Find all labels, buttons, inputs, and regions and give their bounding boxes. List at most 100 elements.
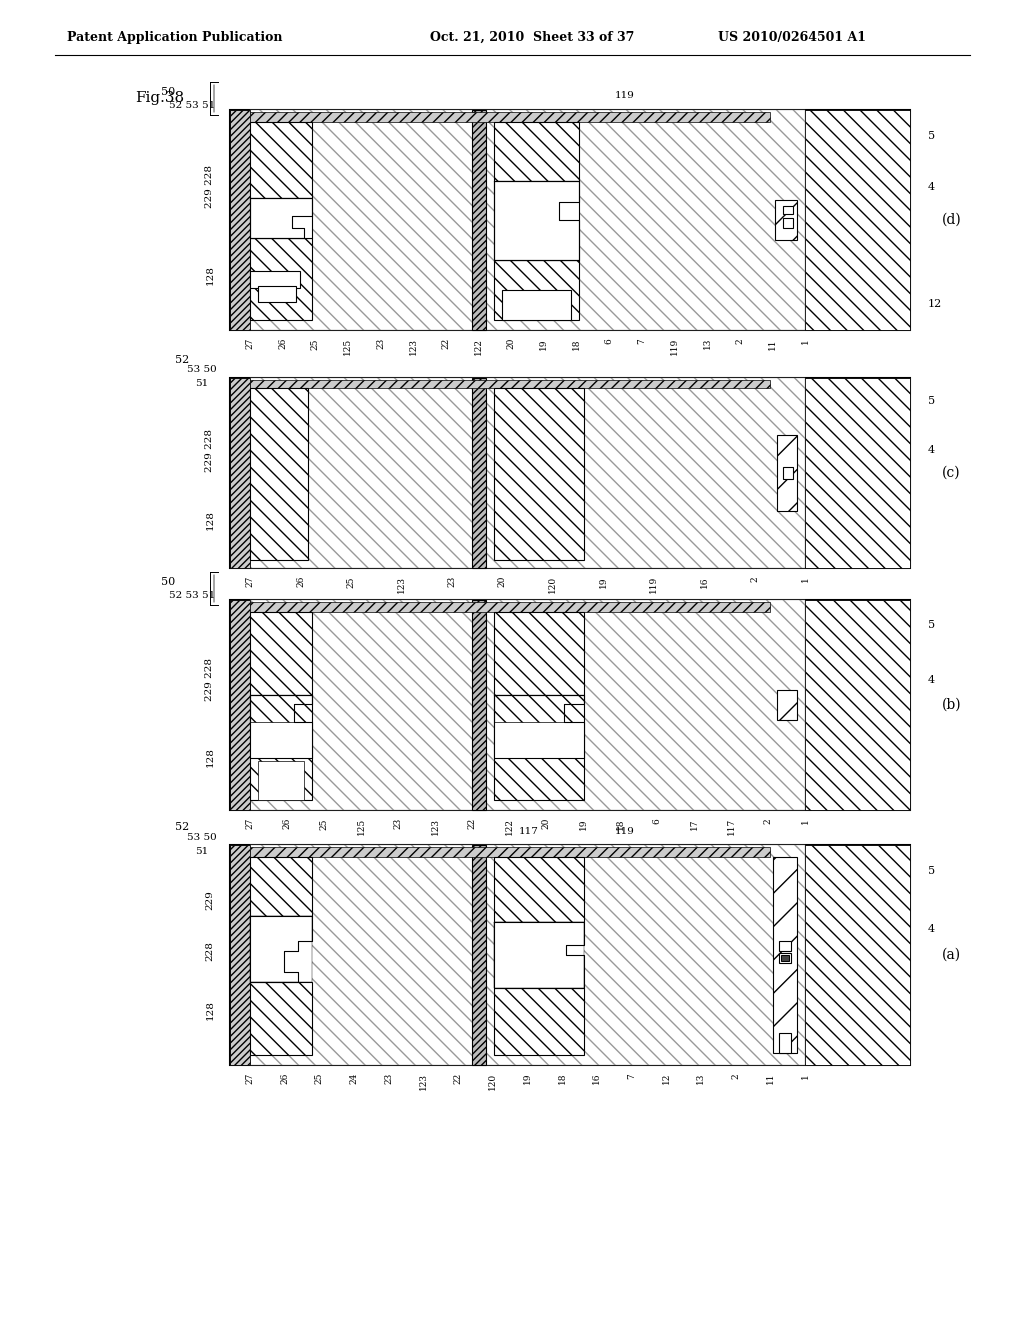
Text: 7: 7 bbox=[627, 1073, 636, 1078]
Text: 5: 5 bbox=[928, 396, 935, 405]
Text: 16: 16 bbox=[592, 1073, 601, 1085]
Text: 11: 11 bbox=[768, 338, 777, 350]
Bar bbox=[494, 260, 579, 319]
Text: 19: 19 bbox=[523, 1073, 532, 1085]
Text: 5: 5 bbox=[928, 866, 935, 876]
Bar bbox=[250, 857, 312, 916]
Text: 27: 27 bbox=[246, 1073, 255, 1084]
Text: 1: 1 bbox=[801, 1073, 810, 1078]
Text: 52: 52 bbox=[175, 822, 189, 832]
Text: 22: 22 bbox=[468, 818, 476, 829]
Bar bbox=[250, 112, 770, 121]
Text: 18: 18 bbox=[572, 338, 581, 350]
Text: 18: 18 bbox=[615, 818, 625, 829]
Bar bbox=[258, 286, 296, 302]
Bar bbox=[779, 941, 791, 950]
Bar bbox=[230, 601, 910, 810]
Text: 2: 2 bbox=[750, 576, 759, 582]
Text: 122: 122 bbox=[505, 818, 513, 836]
Bar bbox=[494, 612, 584, 696]
Bar bbox=[494, 987, 584, 1055]
Bar bbox=[258, 762, 304, 800]
Text: 19: 19 bbox=[540, 338, 548, 350]
Text: 228: 228 bbox=[206, 941, 214, 961]
Text: 4: 4 bbox=[928, 182, 935, 191]
Bar bbox=[781, 954, 790, 961]
Text: 27: 27 bbox=[246, 338, 255, 350]
Bar bbox=[230, 845, 910, 1065]
Bar bbox=[250, 388, 308, 560]
Text: 19: 19 bbox=[579, 818, 588, 829]
Text: 51: 51 bbox=[196, 380, 209, 388]
Text: 123: 123 bbox=[430, 818, 439, 836]
Text: 125: 125 bbox=[343, 338, 352, 355]
Text: 2: 2 bbox=[731, 1073, 740, 1078]
Text: 50: 50 bbox=[161, 577, 175, 587]
Bar bbox=[250, 271, 300, 288]
Text: 26: 26 bbox=[283, 818, 292, 829]
Text: 123: 123 bbox=[397, 576, 406, 593]
Bar bbox=[773, 857, 797, 1053]
Text: 12: 12 bbox=[928, 298, 942, 309]
Text: 1: 1 bbox=[801, 576, 810, 582]
Text: 229: 229 bbox=[206, 890, 214, 909]
Text: 26: 26 bbox=[281, 1073, 289, 1084]
Text: 123: 123 bbox=[409, 338, 418, 355]
Bar bbox=[494, 696, 584, 800]
Bar bbox=[775, 201, 797, 240]
Text: 4: 4 bbox=[928, 675, 935, 685]
Text: 27: 27 bbox=[246, 576, 255, 587]
Text: 25: 25 bbox=[319, 818, 329, 829]
Text: 229 228: 229 228 bbox=[206, 165, 214, 209]
Text: 53 50: 53 50 bbox=[187, 366, 217, 375]
Bar bbox=[230, 110, 910, 330]
Text: 17: 17 bbox=[689, 818, 698, 829]
Bar bbox=[230, 845, 250, 1065]
Text: 23: 23 bbox=[384, 1073, 393, 1084]
Bar bbox=[494, 857, 584, 921]
Bar bbox=[230, 601, 250, 810]
Bar bbox=[250, 612, 312, 696]
Text: Fig.38: Fig.38 bbox=[135, 91, 184, 106]
Bar bbox=[250, 378, 805, 568]
Text: 119: 119 bbox=[670, 338, 679, 355]
Text: 5: 5 bbox=[928, 132, 935, 141]
Bar bbox=[250, 847, 770, 857]
Text: 119: 119 bbox=[614, 91, 634, 100]
Text: 16: 16 bbox=[699, 576, 709, 587]
Bar bbox=[779, 1034, 791, 1053]
Bar bbox=[783, 218, 793, 228]
Text: 26: 26 bbox=[296, 576, 305, 587]
Text: 128: 128 bbox=[206, 747, 214, 767]
Text: 13: 13 bbox=[702, 338, 712, 350]
Bar bbox=[472, 601, 486, 810]
Text: 229 228: 229 228 bbox=[206, 429, 214, 471]
Text: 120: 120 bbox=[548, 576, 557, 593]
Bar bbox=[250, 845, 805, 1065]
Text: 122: 122 bbox=[474, 338, 483, 355]
Text: 25: 25 bbox=[346, 576, 355, 587]
Text: 11: 11 bbox=[766, 1073, 775, 1085]
Bar bbox=[805, 110, 910, 330]
Text: 25: 25 bbox=[314, 1073, 324, 1085]
Text: 125: 125 bbox=[356, 818, 366, 836]
Text: 24: 24 bbox=[349, 1073, 358, 1084]
Bar bbox=[250, 916, 312, 982]
Text: 123: 123 bbox=[419, 1073, 428, 1090]
Bar bbox=[777, 436, 797, 511]
Text: 117: 117 bbox=[726, 818, 735, 836]
Text: 13: 13 bbox=[696, 1073, 706, 1084]
Bar bbox=[494, 921, 584, 987]
Text: 23: 23 bbox=[447, 576, 457, 587]
Text: (c): (c) bbox=[942, 466, 961, 480]
Bar bbox=[230, 378, 910, 568]
Bar bbox=[230, 110, 250, 330]
Text: 22: 22 bbox=[441, 338, 451, 350]
Bar bbox=[250, 696, 312, 800]
Bar bbox=[250, 238, 312, 319]
Bar bbox=[250, 602, 770, 612]
Bar bbox=[250, 110, 805, 330]
Bar bbox=[250, 380, 770, 388]
Text: (a): (a) bbox=[942, 948, 962, 962]
Text: 6: 6 bbox=[652, 818, 662, 824]
